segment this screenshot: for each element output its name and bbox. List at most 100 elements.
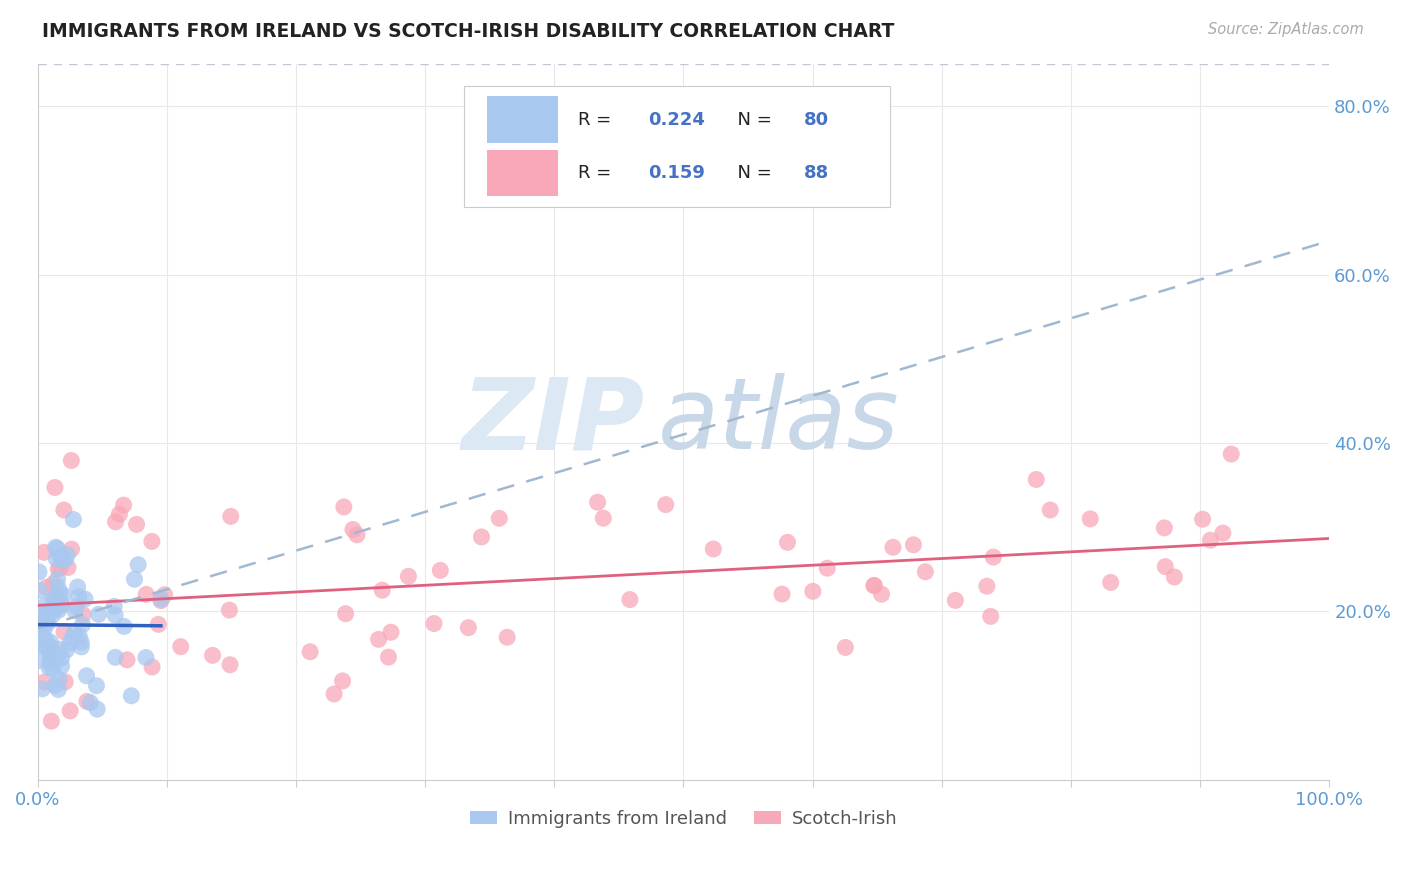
Point: [51, 599, 73, 613]
Point: [48, 603, 70, 617]
Point: [135, 587, 157, 601]
Point: [67, 590, 90, 604]
Point: [28, 653, 51, 667]
Point: [42, 576, 65, 591]
Point: [1163, 570, 1185, 584]
Point: [1078, 512, 1101, 526]
Point: [149, 592, 172, 607]
Point: [86, 679, 108, 693]
Point: [41, 604, 63, 618]
Point: [41, 607, 63, 622]
Point: [38, 603, 60, 617]
Point: [45, 551, 67, 566]
Point: [48, 642, 70, 657]
Point: [153, 588, 176, 602]
Point: [55, 642, 77, 657]
Point: [44, 651, 66, 665]
Point: [834, 640, 856, 655]
Text: R =: R =: [578, 164, 617, 182]
Point: [41, 714, 63, 728]
Text: R =: R =: [578, 111, 617, 128]
Point: [104, 650, 127, 665]
Point: [103, 599, 125, 614]
Point: [423, 616, 446, 631]
Point: [53, 674, 76, 689]
Point: [38, 640, 60, 654]
Point: [65, 599, 87, 614]
Point: [115, 653, 138, 667]
Point: [335, 607, 357, 621]
Point: [201, 648, 224, 663]
Point: [76, 694, 98, 708]
Point: [52, 503, 75, 517]
Text: 0.159: 0.159: [648, 164, 706, 182]
Point: [125, 517, 148, 532]
Point: [1025, 473, 1047, 487]
Point: [60, 542, 83, 557]
Text: 80: 80: [804, 111, 828, 128]
Point: [38, 648, 60, 663]
Point: [38, 656, 60, 670]
Point: [1099, 575, 1122, 590]
Point: [44, 481, 66, 495]
Point: [32, 675, 55, 690]
Point: [470, 530, 492, 544]
Text: atlas: atlas: [658, 374, 900, 470]
Text: IMMIGRANTS FROM IRELAND VS SCOTCH-IRISH DISABILITY CORRELATION CHART: IMMIGRANTS FROM IRELAND VS SCOTCH-IRISH …: [42, 22, 894, 41]
Point: [943, 593, 966, 607]
FancyBboxPatch shape: [486, 150, 558, 196]
Point: [149, 593, 172, 607]
Point: [35, 614, 58, 628]
Point: [49, 561, 72, 575]
Point: [496, 630, 519, 644]
Point: [371, 583, 394, 598]
Point: [37, 615, 59, 630]
Point: [51, 597, 73, 611]
Legend: Immigrants from Ireland, Scotch-Irish: Immigrants from Ireland, Scotch-Irish: [463, 803, 904, 835]
FancyBboxPatch shape: [486, 96, 558, 143]
Point: [1199, 533, 1222, 548]
Point: [135, 650, 157, 665]
Point: [39, 635, 62, 649]
Point: [654, 498, 676, 512]
Point: [31, 628, 53, 642]
Point: [49, 550, 72, 565]
Point: [702, 541, 724, 556]
Point: [1154, 559, 1177, 574]
Point: [299, 645, 322, 659]
Point: [377, 650, 399, 665]
Point: [1039, 503, 1062, 517]
Point: [37, 607, 59, 622]
Text: ZIP: ZIP: [461, 374, 645, 470]
Point: [46, 648, 69, 663]
Point: [62, 512, 84, 526]
Point: [51, 659, 73, 673]
Point: [45, 541, 67, 555]
Point: [983, 550, 1005, 565]
Point: [586, 495, 609, 509]
Point: [52, 588, 75, 602]
Point: [72, 607, 94, 622]
Point: [30, 639, 52, 653]
Point: [801, 584, 824, 599]
Point: [396, 569, 419, 583]
Text: N =: N =: [725, 164, 778, 182]
Point: [148, 617, 170, 632]
FancyBboxPatch shape: [464, 86, 890, 207]
Point: [56, 560, 79, 574]
Point: [346, 528, 368, 542]
Point: [46, 562, 69, 576]
Point: [35, 598, 58, 612]
Point: [112, 498, 135, 512]
Point: [903, 538, 925, 552]
Point: [35, 581, 58, 595]
Point: [592, 511, 614, 525]
Point: [863, 578, 886, 592]
Point: [49, 586, 72, 600]
Point: [28, 583, 51, 598]
Point: [44, 602, 66, 616]
Point: [218, 603, 240, 617]
Point: [367, 632, 389, 647]
Point: [457, 621, 479, 635]
Point: [815, 561, 838, 575]
